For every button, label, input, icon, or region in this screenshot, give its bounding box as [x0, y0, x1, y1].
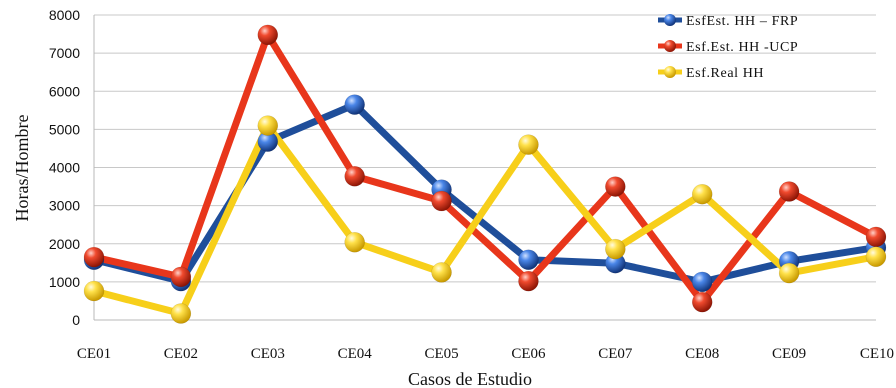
- y-tick-label: 3000: [49, 198, 80, 214]
- data-point: [344, 231, 365, 253]
- data-point: [83, 280, 105, 302]
- data-point: [344, 166, 365, 187]
- data-point: [431, 190, 452, 212]
- data-point: [257, 115, 279, 136]
- series-lines: [90, 31, 880, 318]
- x-tick-label: CE02: [164, 346, 198, 362]
- data-point: [518, 134, 539, 155]
- legend-marker: [664, 40, 676, 52]
- x-tick-label: CE05: [424, 346, 458, 362]
- legend: EsfEst. HH – FRP Esf.Est. HH -UCP Esf.Real…: [658, 14, 798, 81]
- data-point: [518, 249, 539, 271]
- y-tick-label: 8000: [49, 7, 80, 23]
- y-tick-label: 7000: [49, 45, 80, 61]
- data-point: [691, 271, 713, 293]
- data-point: [691, 183, 713, 205]
- data-point: [431, 262, 452, 283]
- axis-labels: 0 1000 2000 3000 4000 5000 6000 7000 8000 CE01 CE0…: [12, 7, 894, 388]
- legend-label: Esf.Real HH: [686, 66, 764, 81]
- legend-marker: [664, 66, 676, 78]
- y-axis-title: Horas/Hombre: [12, 115, 32, 222]
- data-point: [778, 262, 800, 284]
- x-tick-label: CE06: [511, 346, 546, 362]
- y-tick-label: 1000: [49, 274, 80, 290]
- legend-marker: [664, 14, 676, 26]
- data-point: [83, 246, 105, 268]
- y-tick-label: 2000: [49, 236, 80, 252]
- gridlines: [94, 14, 876, 321]
- x-tick-label: CE07: [598, 346, 633, 362]
- legend-label: Esf.Est. HH -UCP: [686, 40, 798, 55]
- x-tick-label: CE08: [685, 346, 719, 362]
- data-point: [778, 181, 800, 202]
- data-point: [257, 24, 279, 46]
- series-markers: [83, 24, 887, 324]
- series-line-2: [90, 31, 880, 306]
- data-point: [170, 303, 192, 324]
- y-tick-label: 4000: [49, 160, 80, 176]
- x-axis-title: Casos de Estudio: [408, 369, 532, 388]
- data-point: [865, 226, 887, 248]
- data-point: [170, 266, 192, 288]
- y-tick-label: 6000: [49, 83, 80, 99]
- data-point: [691, 291, 713, 313]
- data-point: [518, 270, 539, 292]
- data-point: [865, 246, 887, 267]
- y-tick-label: 5000: [49, 121, 80, 137]
- series-line-3: [90, 122, 880, 318]
- x-tick-label: CE09: [772, 346, 806, 362]
- legend-label: EsfEst. HH – FRP: [686, 14, 798, 29]
- x-tick-label: CE03: [251, 346, 285, 362]
- x-tick-label: CE10: [860, 346, 894, 362]
- data-point: [344, 94, 365, 115]
- data-point: [605, 176, 626, 197]
- data-point: [605, 238, 626, 260]
- y-tick-label: 0: [72, 312, 80, 328]
- x-tick-label: CE04: [338, 346, 373, 362]
- x-tick-label: CE01: [77, 346, 111, 362]
